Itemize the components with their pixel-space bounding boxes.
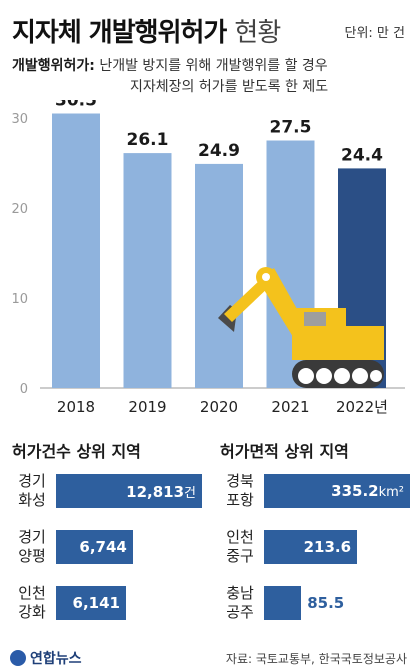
title: 지자체 개발행위허가 현황 [12, 12, 281, 49]
ranking-bar [264, 586, 302, 620]
ranking-bar [56, 586, 126, 620]
y-tick-label: 20 [11, 202, 28, 217]
region-label: 인천 강화 [12, 584, 52, 622]
region-label: 인천 중구 [220, 528, 260, 566]
logo-text: 연합뉴스 [30, 651, 82, 667]
bar-value-label: 27.5 [270, 118, 312, 138]
ranking-value: 85.5 [307, 594, 344, 612]
x-tick-label: 2021 [271, 398, 309, 416]
ranking-bar [264, 474, 410, 508]
ranking-value-number: 12,813 [126, 483, 185, 501]
yearly-bar-chart: 0 10 20 30 30.5 2018 26.1 2019 24.9 2020 27.5 2021… [11, 100, 405, 416]
title-main: 지자체 개발행위허가 [12, 18, 227, 48]
ranking-row: 경북 포항 335.2km² [220, 470, 416, 514]
source-note: 자료: 국토교통부, 한국국토정보공사 [225, 652, 407, 666]
x-tick-label: 2022년 [336, 398, 388, 416]
ranking-bar [264, 530, 358, 564]
ranking-bar [56, 530, 133, 564]
ranking-row: 인천 강화 6,141 [12, 582, 208, 626]
ranking-value-number: 85.5 [307, 594, 345, 612]
definition: 개발행위허가: 난개발 방지를 위해 개발행위를 할 경우 지자체장의 허가를 … [12, 56, 328, 98]
bar-2020 [195, 163, 243, 388]
ranking-row: 인천 중구 213.6 [220, 526, 416, 570]
ranking-value-unit: 건 [184, 486, 196, 501]
bar-value-label: 24.4 [341, 145, 383, 165]
y-tick-label: 30 [11, 112, 28, 127]
count-ranking-title: 허가건수 상위 지역 [12, 442, 141, 461]
region-name-line: 중구 [226, 547, 254, 565]
x-tick-label: 2018 [57, 398, 95, 416]
x-tick-label: 2019 [128, 398, 166, 416]
ranking-row: 경기 양평 6,744 [12, 526, 208, 570]
region-name-line: 양평 [18, 547, 46, 565]
ranking-bar [56, 474, 202, 508]
ranking-value: 12,813건 [62, 482, 196, 501]
ranking-row: 충남 공주 85.5 [220, 582, 416, 626]
bar-value-label: 24.9 [198, 141, 240, 161]
region-name-line: 강화 [18, 603, 46, 621]
region-label: 경북 포항 [220, 472, 260, 510]
area-ranking-title: 허가면적 상위 지역 [220, 442, 349, 461]
region-label: 경기 화성 [12, 472, 52, 510]
region-name-line: 경북 [226, 472, 254, 490]
region-name-line: 공주 [226, 603, 254, 621]
region-name-line: 경기 [18, 472, 46, 490]
yonhap-logo-icon [10, 650, 26, 666]
excavator-icon [218, 267, 384, 388]
region-name-line: 인천 [18, 584, 46, 602]
bar-value-label: 30.5 [55, 100, 97, 111]
ranking-value: 6,744 [62, 538, 127, 556]
ranking-value-number: 213.6 [303, 538, 352, 556]
y-tick-label: 10 [11, 292, 28, 307]
region-label: 충남 공주 [220, 584, 260, 622]
region-name-line: 충남 [226, 584, 254, 602]
bar-value-label: 26.1 [127, 130, 169, 150]
ranking-value-number: 6,744 [79, 538, 127, 556]
ranking-value-number: 6,141 [72, 594, 120, 612]
region-label: 경기 양평 [12, 528, 52, 566]
ranking-value: 213.6 [270, 538, 351, 556]
bar-2019 [123, 153, 172, 388]
region-name-line: 포항 [226, 491, 254, 509]
region-name-line: 경기 [18, 528, 46, 546]
ranking-row: 경기 화성 12,813건 [12, 470, 208, 514]
ranking-value-unit: km² [378, 485, 404, 500]
yonhap-logo: 연합뉴스 [10, 648, 82, 668]
region-name-line: 인천 [226, 528, 254, 546]
unit-label: 단위: 만 건 [344, 26, 406, 41]
ranking-value: 335.2km² [270, 482, 404, 500]
y-tick-label: 0 [20, 382, 28, 397]
x-tick-label: 2020 [200, 398, 238, 416]
footer: 연합뉴스 자료: 국토교통부, 한국국토정보공사 [0, 644, 417, 672]
region-name-line: 화성 [18, 491, 46, 509]
definition-line2: 지자체장의 허가를 받도록 한 제도 [130, 79, 329, 95]
title-suffix: 현황 [234, 18, 281, 48]
definition-line1: 난개발 방지를 위해 개발행위를 할 경우 [99, 58, 328, 74]
bar-2018 [52, 113, 100, 388]
definition-term: 개발행위허가: [12, 58, 95, 74]
ranking-value-number: 335.2 [331, 482, 379, 500]
ranking-value: 6,141 [62, 594, 120, 612]
